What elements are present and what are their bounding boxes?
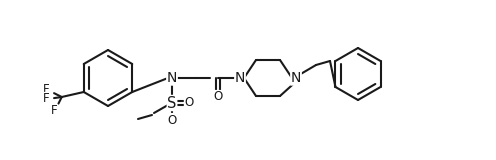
- Text: N: N: [235, 71, 245, 85]
- Text: N: N: [167, 71, 177, 85]
- Text: S: S: [167, 96, 177, 111]
- Text: F: F: [43, 83, 49, 96]
- Text: F: F: [43, 92, 49, 105]
- Text: O: O: [213, 91, 223, 104]
- Text: O: O: [167, 113, 177, 127]
- Text: O: O: [185, 96, 193, 109]
- Text: F: F: [51, 104, 57, 117]
- Text: N: N: [291, 71, 301, 85]
